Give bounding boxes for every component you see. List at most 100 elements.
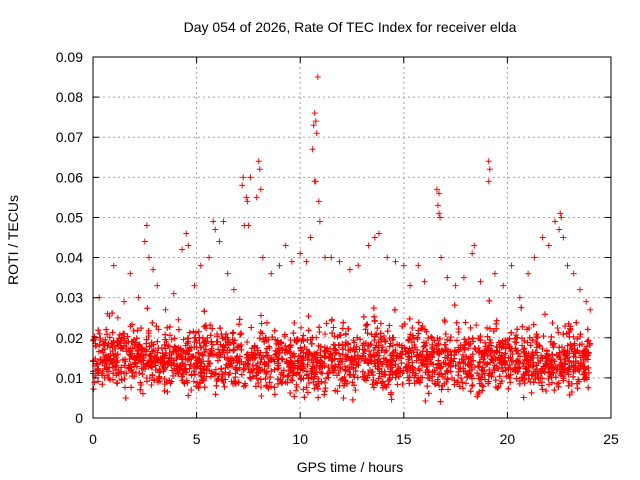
data-point bbox=[317, 352, 324, 359]
data-point bbox=[90, 336, 97, 343]
data-point bbox=[574, 366, 581, 373]
data-point bbox=[520, 394, 527, 401]
data-point bbox=[574, 385, 581, 392]
data-point bbox=[447, 356, 454, 363]
data-point bbox=[444, 274, 451, 281]
data-point bbox=[262, 375, 269, 382]
data-point bbox=[329, 352, 336, 359]
data-point bbox=[415, 319, 422, 326]
data-point bbox=[179, 369, 186, 376]
x-tick-label: 5 bbox=[193, 431, 201, 447]
data-point bbox=[459, 379, 466, 386]
data-point bbox=[284, 373, 291, 380]
data-point bbox=[336, 342, 343, 349]
data-point bbox=[538, 365, 545, 372]
data-point bbox=[570, 373, 577, 380]
data-point bbox=[253, 372, 260, 379]
data-point bbox=[450, 358, 457, 365]
data-point bbox=[466, 367, 473, 374]
data-point bbox=[258, 320, 265, 327]
data-point bbox=[480, 383, 487, 390]
data-point bbox=[434, 335, 441, 342]
data-point bbox=[502, 367, 509, 374]
data-point bbox=[259, 330, 266, 337]
data-point bbox=[206, 254, 213, 261]
data-point bbox=[339, 351, 346, 358]
data-point bbox=[394, 352, 401, 359]
data-point bbox=[502, 337, 509, 344]
data-point bbox=[316, 218, 323, 225]
data-point bbox=[370, 384, 377, 391]
data-point bbox=[562, 322, 569, 329]
data-point bbox=[325, 364, 332, 371]
data-point bbox=[238, 371, 245, 378]
data-point bbox=[212, 391, 219, 398]
data-point bbox=[188, 386, 195, 393]
data-point bbox=[135, 343, 142, 350]
data-point bbox=[487, 339, 494, 346]
data-point bbox=[188, 344, 195, 351]
data-point bbox=[315, 198, 322, 205]
data-point bbox=[218, 365, 225, 372]
data-point bbox=[423, 328, 430, 335]
data-point bbox=[220, 347, 227, 354]
data-point bbox=[516, 380, 523, 387]
data-point bbox=[261, 367, 268, 374]
data-point bbox=[529, 337, 536, 344]
data-point bbox=[554, 325, 561, 332]
data-point bbox=[140, 390, 147, 397]
data-point bbox=[352, 356, 359, 363]
data-point bbox=[572, 363, 579, 370]
data-point bbox=[163, 379, 170, 386]
data-point bbox=[505, 354, 512, 361]
data-point bbox=[566, 333, 573, 340]
data-point bbox=[436, 350, 443, 357]
data-point bbox=[170, 347, 177, 354]
data-point bbox=[105, 375, 112, 382]
y-axis-label: ROTI / TECUs bbox=[5, 195, 21, 285]
data-point bbox=[193, 364, 200, 371]
data-point bbox=[138, 351, 145, 358]
data-point bbox=[455, 372, 462, 379]
data-point bbox=[414, 334, 421, 341]
data-point bbox=[525, 270, 532, 277]
data-point bbox=[365, 360, 372, 367]
data-point bbox=[392, 374, 399, 381]
data-point bbox=[182, 355, 189, 362]
data-point bbox=[167, 332, 174, 339]
data-point bbox=[151, 376, 158, 383]
data-point bbox=[138, 382, 145, 389]
data-point bbox=[337, 364, 344, 371]
data-point bbox=[550, 344, 557, 351]
data-point bbox=[345, 368, 352, 375]
data-point bbox=[151, 359, 158, 366]
data-point bbox=[248, 368, 255, 375]
data-point bbox=[497, 380, 504, 387]
data-point bbox=[360, 353, 367, 360]
data-point bbox=[101, 346, 108, 353]
y-tick-label: 0 bbox=[75, 410, 83, 426]
data-point bbox=[186, 329, 193, 336]
data-point bbox=[290, 350, 297, 357]
data-point bbox=[367, 354, 374, 361]
data-point bbox=[436, 370, 443, 377]
data-point bbox=[527, 342, 534, 349]
data-point bbox=[575, 376, 582, 383]
data-point bbox=[566, 358, 573, 365]
data-point bbox=[485, 178, 492, 185]
data-point bbox=[412, 370, 419, 377]
data-point bbox=[248, 324, 255, 331]
data-point bbox=[263, 349, 270, 356]
data-point bbox=[151, 353, 158, 360]
data-point bbox=[419, 362, 426, 369]
data-point bbox=[445, 386, 452, 393]
data-point bbox=[496, 359, 503, 366]
data-point bbox=[148, 382, 155, 389]
data-point bbox=[405, 350, 412, 357]
data-point bbox=[499, 340, 506, 347]
data-point bbox=[308, 340, 315, 347]
data-point bbox=[569, 345, 576, 352]
data-point bbox=[478, 366, 485, 373]
data-point bbox=[380, 355, 387, 362]
data-point bbox=[216, 353, 223, 360]
